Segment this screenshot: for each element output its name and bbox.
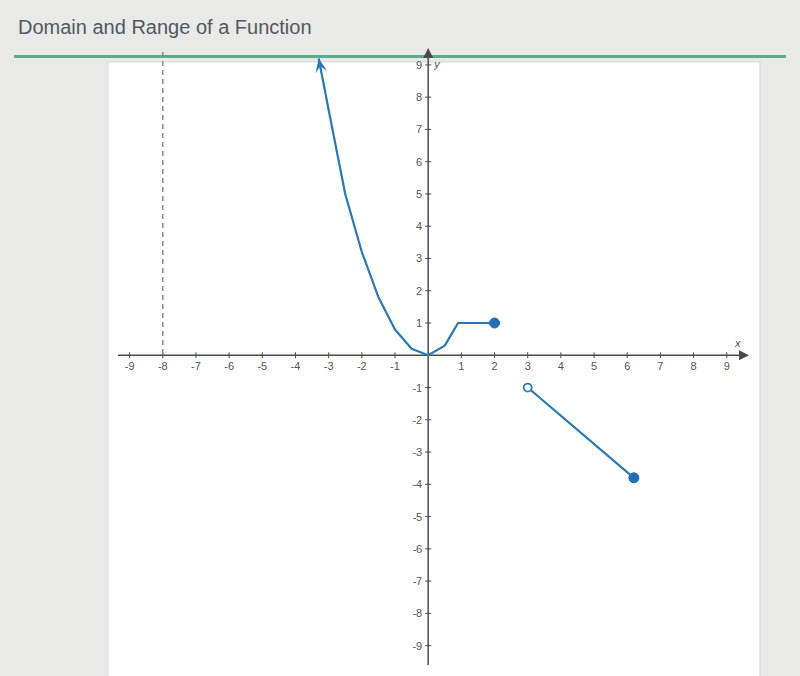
y-axis xyxy=(427,52,429,665)
x-tick xyxy=(262,352,263,358)
y-tick xyxy=(425,645,431,646)
y-tick xyxy=(425,387,431,388)
y-axis-label: y xyxy=(433,58,441,70)
y-tick-label: 9 xyxy=(416,59,422,71)
x-tick xyxy=(461,352,462,358)
x-tick xyxy=(627,352,628,358)
y-tick-label: 6 xyxy=(416,156,422,168)
y-tick xyxy=(425,452,431,453)
x-axis xyxy=(118,355,745,357)
x-tick xyxy=(195,352,196,358)
y-tick xyxy=(425,129,431,130)
y-tick-label: -3 xyxy=(412,446,422,458)
x-tick xyxy=(726,352,727,358)
title-underline xyxy=(14,55,786,58)
y-tick-label: -9 xyxy=(412,640,422,652)
plot-panel xyxy=(108,62,760,676)
x-tick-label: -6 xyxy=(224,360,234,372)
x-tick xyxy=(328,352,329,358)
y-tick-label: 8 xyxy=(416,91,422,103)
x-tick xyxy=(560,352,561,358)
x-tick xyxy=(494,352,495,358)
y-tick xyxy=(425,548,431,549)
x-axis-arrow xyxy=(739,350,749,360)
y-tick-label: -4 xyxy=(412,478,422,490)
x-tick xyxy=(660,352,661,358)
x-tick-label: 9 xyxy=(724,360,730,372)
x-tick-label: 6 xyxy=(624,360,630,372)
closed-endpoint xyxy=(490,318,500,328)
x-tick-label: -5 xyxy=(257,360,267,372)
x-tick-label: -3 xyxy=(324,360,334,372)
x-tick xyxy=(527,352,528,358)
chart: Domain and Range of a Function -9 -8 -7 -6 -5… xyxy=(0,0,800,676)
x-tick-label: 3 xyxy=(525,360,531,372)
y-tick-label: 1 xyxy=(416,317,422,329)
y-tick xyxy=(425,516,431,517)
x-tick-label: 5 xyxy=(591,360,597,372)
x-tick-label: 1 xyxy=(458,360,464,372)
y-tick-label: -8 xyxy=(412,607,422,619)
title: Domain and Range of a Function xyxy=(18,16,312,38)
y-tick-label: 2 xyxy=(416,285,422,297)
x-tick-label: 4 xyxy=(558,360,564,372)
function-line xyxy=(319,58,495,355)
y-tick xyxy=(425,613,431,614)
y-tick-label: 3 xyxy=(416,252,422,264)
x-tick xyxy=(693,352,694,358)
x-tick-label: 8 xyxy=(691,360,697,372)
y-tick xyxy=(425,290,431,291)
x-tick xyxy=(129,352,130,358)
y-tick-label: -6 xyxy=(412,543,422,555)
y-tick-label: -2 xyxy=(412,414,422,426)
y-tick xyxy=(425,193,431,194)
y-tick xyxy=(425,64,431,65)
y-tick-label: -5 xyxy=(412,511,422,523)
end-arrow xyxy=(315,58,327,73)
y-tick xyxy=(425,258,431,259)
x-axis-label: x xyxy=(734,337,741,349)
y-tick xyxy=(425,323,431,324)
x-tick-label: -8 xyxy=(158,360,168,372)
x-tick-label: -4 xyxy=(291,360,301,372)
y-axis-arrow xyxy=(423,48,433,58)
x-tick-label: -9 xyxy=(125,360,135,372)
y-tick-label: 7 xyxy=(416,123,422,135)
x-tick-label: 7 xyxy=(657,360,663,372)
x-tick xyxy=(295,352,296,358)
y-tick xyxy=(425,419,431,420)
open-endpoint xyxy=(524,384,532,392)
y-tick-label: -7 xyxy=(412,575,422,587)
x-tick xyxy=(395,352,396,358)
y-tick xyxy=(425,484,431,485)
x-tick-label: -2 xyxy=(357,360,367,372)
x-tick-label: 2 xyxy=(491,360,497,372)
x-tick xyxy=(361,352,362,358)
x-tick-label: -1 xyxy=(390,360,400,372)
y-tick-label: -1 xyxy=(412,382,422,394)
closed-endpoint xyxy=(629,473,639,483)
plot-marks xyxy=(163,52,639,483)
y-tick xyxy=(425,161,431,162)
y-tick-label: 4 xyxy=(416,220,422,232)
y-tick-label: 5 xyxy=(416,188,422,200)
x-tick-label: -7 xyxy=(191,360,201,372)
y-tick xyxy=(425,97,431,98)
function-line xyxy=(528,388,634,478)
x-tick xyxy=(229,352,230,358)
y-tick xyxy=(425,226,431,227)
vertical-line xyxy=(162,52,164,355)
x-tick xyxy=(594,352,595,358)
y-tick xyxy=(425,581,431,582)
